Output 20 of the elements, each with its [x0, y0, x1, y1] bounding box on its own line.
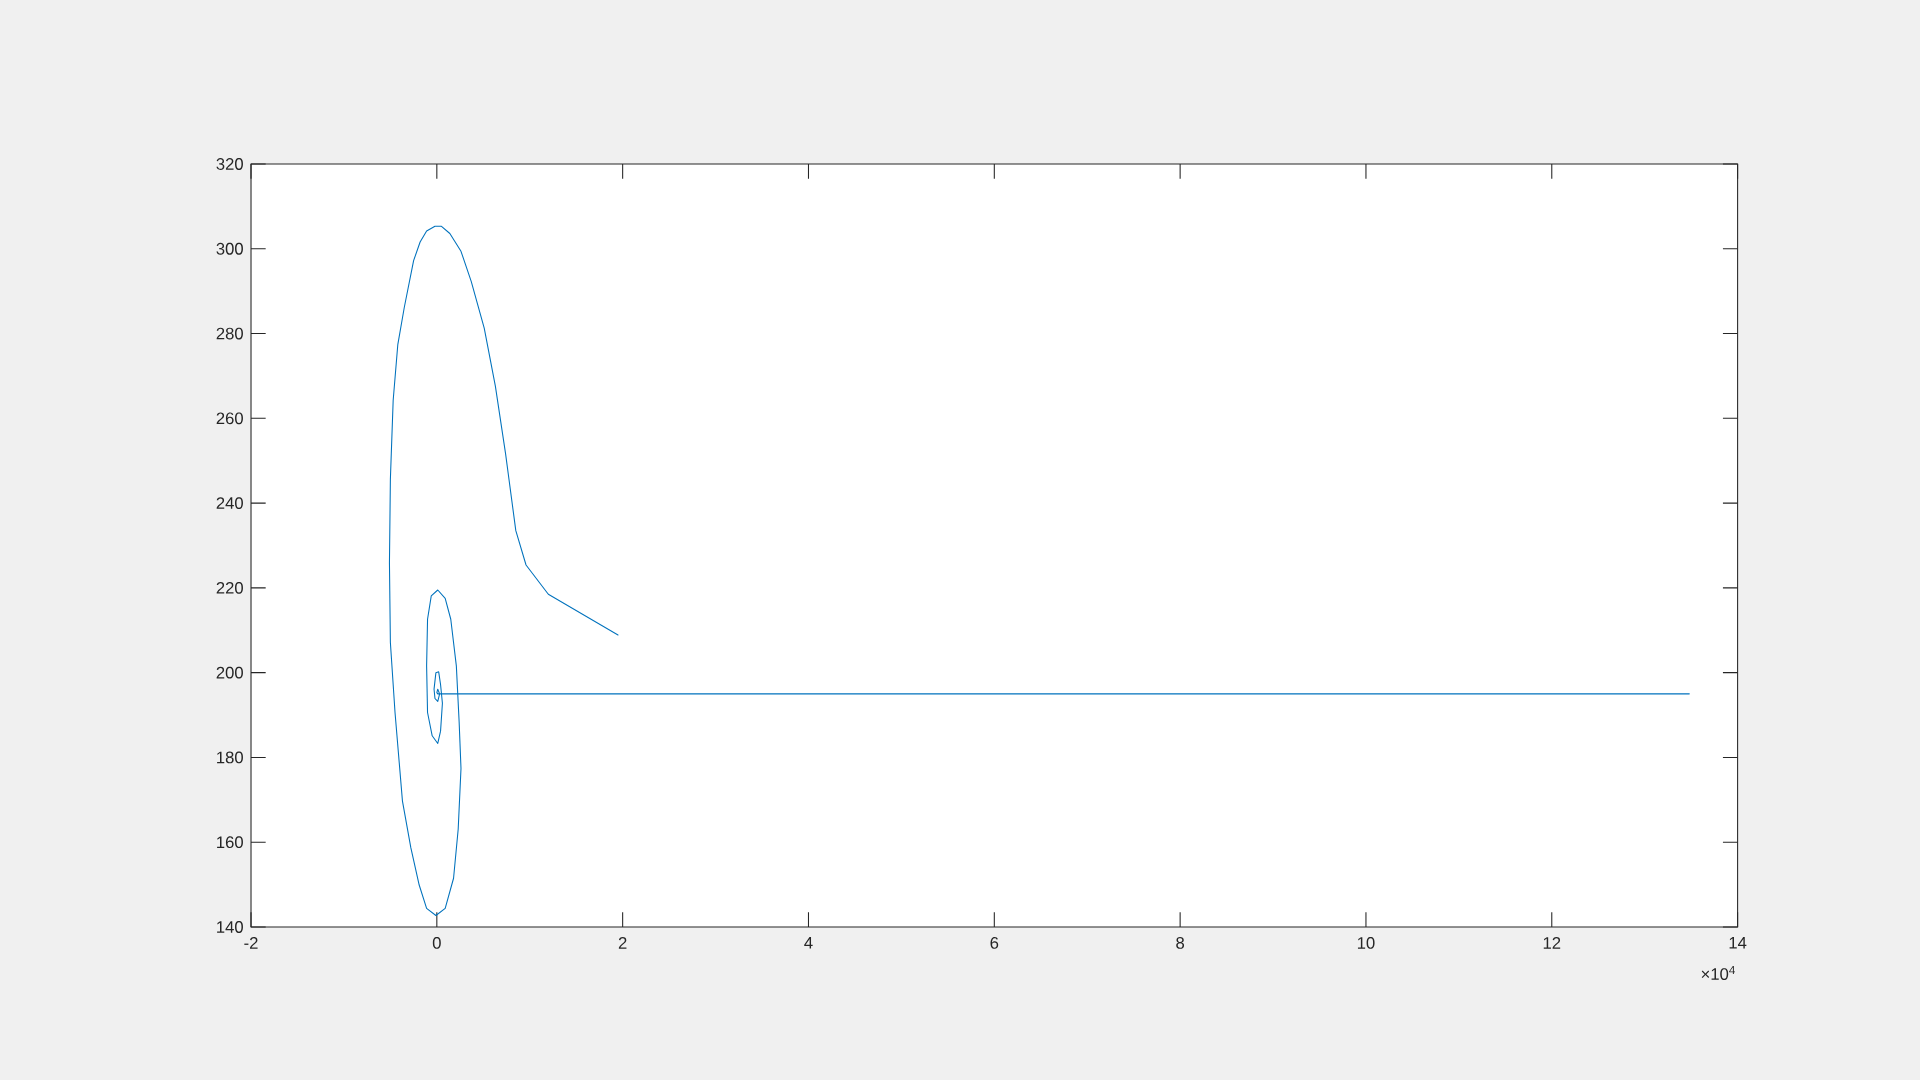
x-tick-label: 10: [1357, 937, 1375, 949]
y-tick-label: 240: [216, 497, 243, 509]
y-tick-label: 200: [216, 666, 243, 679]
x-tick-label: 12: [1543, 937, 1561, 949]
y-tick-label: 260: [216, 412, 243, 425]
x-tick-label: 2: [618, 937, 627, 949]
x-tick-label: 14: [1729, 937, 1747, 949]
y-tick-label: 140: [217, 921, 243, 933]
y-tick-label: 220: [216, 581, 243, 594]
y-tick-label: 160: [217, 836, 243, 849]
y-tick-label: 320: [216, 158, 243, 170]
x-tick-label: 6: [990, 937, 999, 949]
x-tick-label: 8: [1176, 937, 1185, 949]
y-tick-label: 180: [217, 751, 243, 764]
x-tick-label: 0: [432, 937, 441, 949]
x-tick-label: 4: [804, 937, 813, 949]
x-tick-label: -2: [244, 937, 258, 949]
y-tick-label: 300: [216, 242, 243, 255]
text: ×10$^{4}$: [1701, 965, 1735, 980]
y-tick-label: 280: [216, 327, 243, 340]
